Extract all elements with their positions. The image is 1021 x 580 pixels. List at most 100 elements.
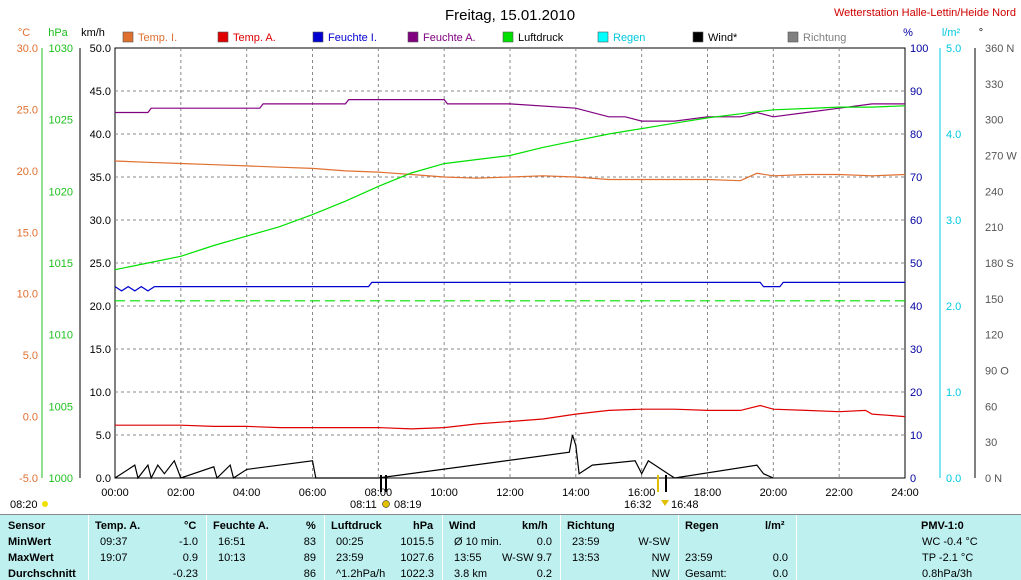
legend-label: Wind* <box>708 32 738 44</box>
series-line <box>114 105 906 271</box>
time-tick-label: 04:00 <box>233 487 261 499</box>
table-cell-pmv: WC -0.4 °C <box>922 536 978 548</box>
header-hum: Feuchte A. <box>213 520 269 532</box>
series-line <box>114 160 906 182</box>
wind-tick-label: 20.0 <box>90 301 111 313</box>
legend-label: Regen <box>613 32 645 44</box>
header-wind-unit: km/h <box>522 520 548 532</box>
rain-tick-label: 2.0 <box>946 301 961 313</box>
series-line <box>114 434 774 480</box>
station-name: Wetterstation Halle-Lettin/Heide Nord <box>834 7 1016 19</box>
header-pmv: PMV-1:0 <box>921 520 964 532</box>
dir-tick-label: 210 <box>985 222 1003 234</box>
axis-unit-rain: l/m² <box>942 27 961 39</box>
header-wind: Wind <box>449 520 476 532</box>
dir-tick-label: 90 O <box>985 366 1009 378</box>
rain-tick-label: 0.0 <box>946 473 961 485</box>
twilight-morning-end: 08:19 <box>394 499 422 511</box>
wind-tick-label: 45.0 <box>90 86 111 98</box>
legend-swatch <box>407 31 419 43</box>
dir-tick-label: 360 N <box>985 43 1014 55</box>
time-tick-label: 12:00 <box>496 487 524 499</box>
legend-label: Temp. I. <box>138 32 177 44</box>
hum-tick-label: 10 <box>910 430 922 442</box>
dir-tick-label: 30 <box>985 437 997 449</box>
table-cell-rain-t: Gesamt: <box>685 568 727 580</box>
table-cell-press-t: ^1.2hPa/h <box>336 568 386 580</box>
table-cell-rain-v: 0.0 <box>772 552 788 564</box>
press-tick-label: 1005 <box>49 401 73 413</box>
press-tick-label: 1010 <box>49 330 73 342</box>
header-rain-unit: l/m² <box>765 520 785 532</box>
hum-tick-label: 40 <box>910 301 922 313</box>
temp-tick-label: 15.0 <box>17 227 38 239</box>
legend-swatch <box>502 31 514 43</box>
legend-label: Temp. A. <box>233 32 276 44</box>
sun-icon <box>42 501 48 507</box>
table-cell-wind-t: 13:55 <box>454 552 482 564</box>
header-temp: Temp. A. <box>95 520 141 532</box>
dir-tick-label: 60 <box>985 401 997 413</box>
sunrise-icon <box>382 500 390 508</box>
rain-tick-label: 5.0 <box>946 43 961 55</box>
twilight-morning: 08:11 <box>350 499 377 511</box>
table-cell-dir-v: NW <box>651 552 670 564</box>
wind-tick-label: 5.0 <box>96 430 111 442</box>
dir-tick-label: 120 <box>985 330 1003 342</box>
table-cell-press-v: 1027.6 <box>400 552 434 564</box>
table-cell-rain-v: 0.0 <box>772 568 788 580</box>
temp-tick-label: 30.0 <box>17 43 38 55</box>
legend-label: Richtung <box>803 32 846 44</box>
table-cell-hum-t: 16:51 <box>218 536 246 548</box>
table-cell-dir-t: 13:53 <box>572 552 600 564</box>
hum-tick-label: 20 <box>910 387 922 399</box>
table-cell-hum-v: 83 <box>303 536 316 548</box>
table-cell-temp-t: 19:07 <box>100 552 128 564</box>
axis-unit-dir: ° <box>979 27 983 39</box>
rain-tick-label: 1.0 <box>946 387 961 399</box>
temp-tick-label: 10.0 <box>17 289 38 301</box>
wind-tick-label: 10.0 <box>90 387 111 399</box>
sunset-end: 16:48 <box>671 499 699 511</box>
wind-tick-label: 25.0 <box>90 258 111 270</box>
legend-swatch <box>217 31 229 43</box>
table-cell-wind-d: W-SW <box>502 552 534 564</box>
chart-title: Freitag, 15.01.2010 <box>445 7 575 24</box>
time-tick-label: 22:00 <box>825 487 853 499</box>
rain-tick-label: 3.0 <box>946 215 961 227</box>
dir-tick-label: 150 <box>985 294 1003 306</box>
table-cell-temp-v: -1.0 <box>179 536 198 548</box>
table-cell-press-t: 00:25 <box>336 536 364 548</box>
legend-label: Feuchte I. <box>328 32 377 44</box>
hum-tick-label: 0 <box>910 473 916 485</box>
axis-unit-temp: °C <box>18 27 30 39</box>
temp-tick-label: 0.0 <box>23 412 38 424</box>
axis-unit-hum: % <box>903 27 913 39</box>
header-rain: Regen <box>685 520 719 532</box>
axis-unit-press: hPa <box>48 27 68 39</box>
table-cell-pmv: 0.8hPa/3h <box>922 568 973 580</box>
time-tick-label: 16:00 <box>628 487 656 499</box>
axis-unit-wind: km/h <box>81 27 105 39</box>
time-tick-label: 24:00 <box>891 487 919 499</box>
header-press-unit: hPa <box>413 520 434 532</box>
table-cell-rain-t: 23:59 <box>685 552 713 564</box>
press-tick-label: 1025 <box>49 115 73 127</box>
table-cell-dir-t: 23:59 <box>572 536 600 548</box>
header-dir: Richtung <box>567 520 615 532</box>
header-hum-unit: % <box>306 520 316 532</box>
hum-tick-label: 30 <box>910 344 922 356</box>
press-tick-label: 1000 <box>49 473 73 485</box>
press-tick-label: 1015 <box>49 258 73 270</box>
plot-area <box>114 47 906 479</box>
series-line <box>114 281 905 292</box>
table-cell-hum-t: 10:13 <box>218 552 246 564</box>
time-tick-label: 10:00 <box>430 487 458 499</box>
dir-tick-label: 180 S <box>985 258 1014 270</box>
legend-swatch <box>122 31 134 43</box>
table-cell-dir-v: W-SW <box>638 536 670 548</box>
dir-tick-label: 240 <box>985 186 1003 198</box>
header-temp-unit: °C <box>184 520 197 532</box>
press-tick-label: 1020 <box>49 186 73 198</box>
table-cell-press-v: 1022.3 <box>400 568 434 580</box>
